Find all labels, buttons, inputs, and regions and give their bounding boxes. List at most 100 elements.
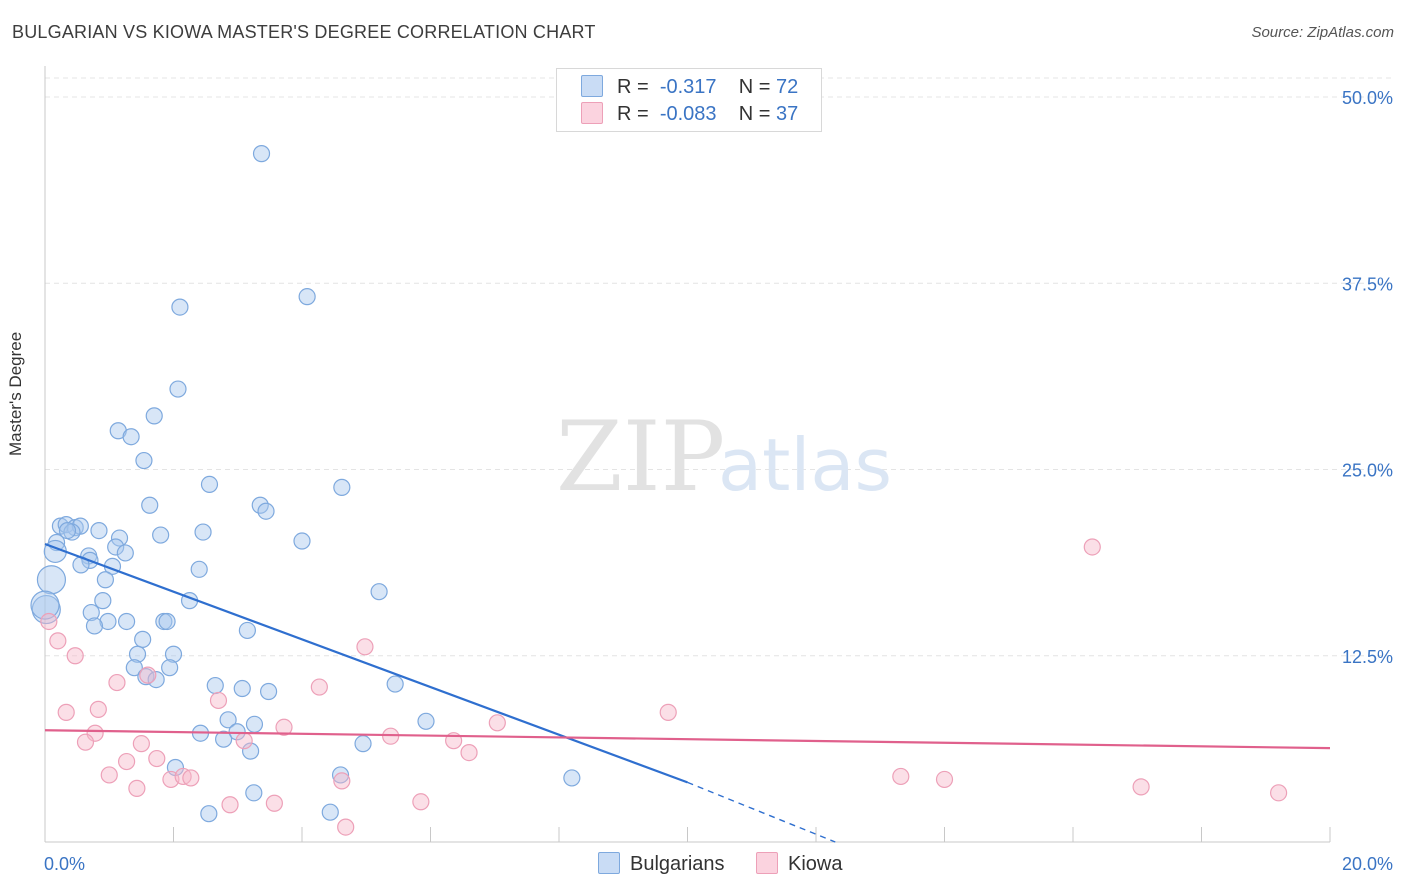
bulgarians-point [164, 645, 183, 663]
bulgarians-point [90, 521, 108, 540]
axes [44, 66, 1331, 843]
kiowa-point [117, 752, 136, 771]
bulgarians-point [200, 805, 218, 823]
bulgarians-point [293, 532, 311, 550]
kiowa-point [139, 666, 157, 684]
bulgarians-point [321, 803, 339, 821]
bulgarians-point [259, 682, 278, 701]
bulgarians-point [242, 742, 260, 760]
x-tick-label-max: 20.0% [1342, 854, 1393, 874]
bulgarians-point [331, 766, 350, 784]
legend-r-label: R = [617, 76, 649, 98]
bulgarians-point [333, 478, 351, 496]
bulgarians-trend-line [44, 542, 688, 784]
kiowa-points [40, 538, 1288, 836]
bulgarians-point [134, 630, 152, 648]
bulgarians-point [110, 529, 129, 547]
gridlines [45, 77, 1395, 657]
bulgarians-point [30, 590, 60, 620]
bulgarians-point [58, 521, 77, 540]
kiowa-point [57, 703, 75, 721]
legend-r-label: R = [617, 103, 649, 125]
chart-title: BULGARIAN VS KIOWA MASTER'S DEGREE CORRE… [12, 22, 596, 42]
bulgarians-point [85, 617, 104, 635]
legend-label-kiowa: Kiowa [788, 853, 843, 875]
bulgarians-point [171, 298, 189, 316]
bulgarians-point [99, 612, 117, 631]
kiowa-point [76, 733, 95, 751]
bulgarians-point [122, 428, 140, 446]
bulgarians-point [82, 603, 100, 622]
bulgarians-point [252, 145, 271, 163]
legend-r-value: -0.317 [659, 76, 717, 98]
legend-label-bulgarians: Bulgarians [630, 853, 725, 875]
bulgarians-point [135, 451, 153, 470]
kiowa-point [935, 770, 954, 789]
bulgarians-point [128, 645, 147, 663]
bulgarians-point [107, 538, 125, 556]
bulgarians-point [96, 571, 114, 589]
kiowa-point [148, 749, 166, 768]
bulgarians-point [147, 670, 165, 689]
bulgarians-point [417, 712, 435, 730]
bulgarians-point [152, 526, 170, 544]
kiowa-point [488, 714, 506, 732]
kiowa-point [128, 779, 146, 797]
bulgarians-point [238, 621, 256, 640]
bulgarians-point [94, 592, 112, 610]
bulgarians-point [200, 475, 219, 493]
bulgarians-point [354, 735, 372, 753]
x-tick-label-min: 0.0% [44, 854, 85, 874]
kiowa-point [1083, 538, 1101, 556]
kiowa-point [337, 818, 355, 836]
kiowa-point [40, 612, 58, 631]
bulgarians-point [161, 659, 179, 677]
legend-row-bulgarians: R = -0.317 N = 72 [581, 74, 798, 100]
kiowa-point [310, 678, 328, 696]
bulgarians-point [158, 612, 176, 631]
kiowa-point [182, 769, 200, 787]
tick-labels: 12.5% 25.0% 37.5% 50.0% 0.0% 20.0% [44, 88, 1393, 874]
kiowa-point [221, 796, 239, 814]
source-label: Source: ZipAtlas.com [1251, 24, 1394, 41]
legend-item-kiowa[interactable]: Kiowa [756, 852, 842, 876]
kiowa-point [659, 703, 677, 721]
kiowa-point [100, 766, 118, 784]
bulgarians-point [386, 675, 404, 693]
bulgarians-point [298, 288, 316, 306]
watermark-zip: ZIP [556, 401, 725, 513]
bulgarians-point [219, 711, 237, 729]
bulgarians-point [194, 523, 212, 541]
bulgarians-point [116, 544, 134, 562]
kiowa-point [275, 718, 293, 736]
kiowa-point [108, 673, 126, 692]
kiowa-point [892, 767, 910, 786]
bulgarians-point [245, 715, 264, 733]
y-tick-label: 12.5% [1342, 647, 1393, 667]
legend-row-kiowa: R = -0.083 N = 37 [581, 101, 798, 127]
legend-n-value: 37 [776, 103, 799, 125]
kiowa-point [66, 647, 84, 665]
y-axis-label: Master's Degree [6, 331, 25, 456]
bulgarians-point [370, 583, 388, 601]
watermark-atlas: atlas [718, 423, 892, 507]
bulgarians-point [245, 784, 263, 802]
kiowa-point [333, 772, 351, 790]
bulgarians-point [215, 730, 233, 748]
legend-swatch-kiowa [756, 852, 778, 874]
bulgarians-point [117, 612, 136, 631]
bulgarians-point [206, 676, 224, 695]
bulgarians-point [190, 560, 208, 578]
legend-n-value: 72 [776, 76, 799, 98]
kiowa-point [89, 700, 107, 718]
legend-n-label: N = [738, 103, 771, 125]
kiowa-point [356, 638, 374, 656]
y-tick-label: 37.5% [1342, 274, 1393, 294]
bulgarians-point [141, 496, 159, 514]
trend-lines [44, 542, 1331, 843]
legend-swatch-bulgarians [581, 75, 603, 97]
bulgarians-point [563, 769, 581, 787]
legend-item-bulgarians[interactable]: Bulgarians [598, 852, 725, 876]
kiowa-point [235, 732, 253, 750]
